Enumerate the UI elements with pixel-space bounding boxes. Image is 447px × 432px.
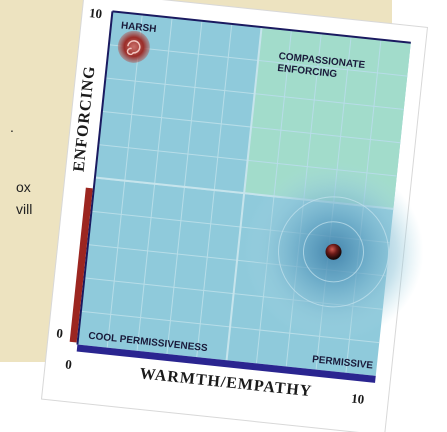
y-min: 0 — [56, 325, 64, 341]
y-axis — [76, 11, 114, 345]
y-max: 10 — [88, 5, 102, 21]
cut-text: vill — [16, 201, 32, 217]
card: 10 HARSH COMPASSIONATE ENFORCING ENFORCI… — [40, 0, 429, 432]
x-min: 0 — [65, 356, 73, 372]
ring — [302, 221, 364, 283]
swirl — [126, 40, 141, 56]
x-max: 10 — [351, 391, 365, 407]
quadrant-label: HARSH — [120, 20, 157, 35]
ring — [277, 196, 389, 308]
cut-text: ox — [16, 179, 31, 195]
top-edge — [112, 10, 411, 44]
warmth-bar — [76, 344, 376, 383]
position-marker — [325, 243, 342, 260]
enforcing-bar — [69, 187, 93, 343]
cut-text: . — [10, 119, 14, 135]
harsh-marker — [117, 30, 150, 63]
